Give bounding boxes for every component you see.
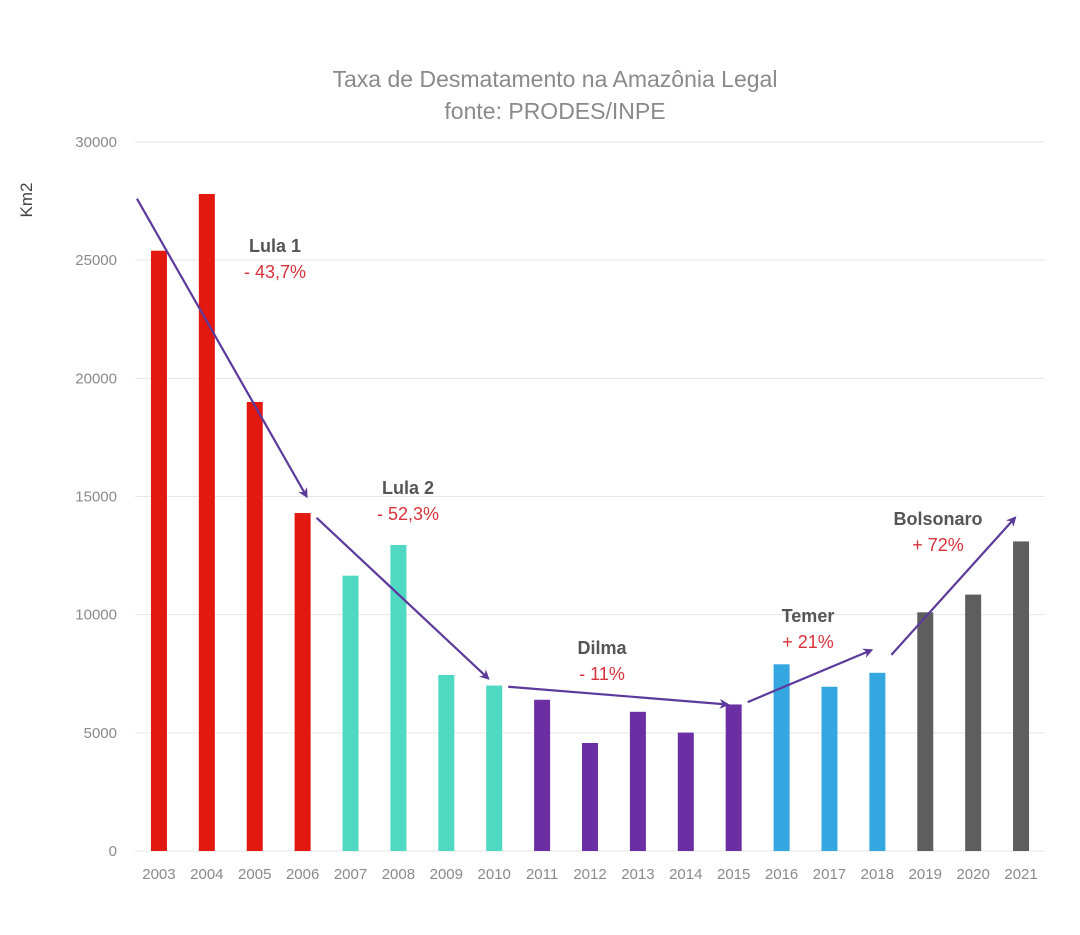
x-tick-label: 2021 [1004,866,1037,883]
bar-2003 [150,250,167,852]
annotation-change: - 43,7% [244,262,306,282]
y-tick-label: 30000 [75,134,117,151]
bar-2020 [965,594,982,851]
trend-arrow [890,516,1017,656]
bar-2008 [390,544,407,851]
y-tick-label: 0 [109,843,117,860]
trend-arrow [135,198,308,499]
x-tick-label: 2007 [334,866,367,883]
x-tick-label: 2005 [238,866,271,883]
x-tick-label: 2011 [526,866,558,883]
chart-subtitle: fonte: PRODES/INPE [444,98,666,124]
annotation-change: + 72% [912,535,964,555]
bar-2018 [869,672,886,851]
annotation-label: Temer [782,606,835,626]
bar-2016 [773,664,790,851]
annotation-label: Bolsonaro [893,509,982,529]
bar-2014 [677,732,694,851]
annotation-label: Lula 2 [382,478,434,498]
x-tick-label: 2015 [717,866,750,883]
annotation-change: - 52,3% [377,504,439,524]
annotation-label: Dilma [577,638,627,658]
x-tick-label: 2014 [669,866,702,883]
x-tick-label: 2018 [861,866,894,883]
x-tick-label: 2019 [909,866,942,883]
x-tick-label: 2020 [956,866,989,883]
x-tick-label: 2003 [142,866,175,883]
x-tick-label: 2009 [430,866,463,883]
trend-arrow [508,685,730,709]
x-tick-label: 2016 [765,866,798,883]
x-tick-label: 2006 [286,866,319,883]
bar-2010 [486,685,503,851]
bar-2013 [629,711,646,851]
bar-2017 [821,686,838,851]
bar-2015 [725,704,742,851]
annotation-change: + 21% [782,632,834,652]
y-tick-label: 10000 [75,607,117,624]
annotation-change: - 11% [579,664,625,684]
x-tick-label: 2013 [621,866,654,883]
bar-2004 [198,193,215,851]
x-tick-label: 2012 [573,866,606,883]
y-tick-label: 5000 [84,725,117,742]
annotation-label: Lula 1 [249,236,301,256]
bar-2009 [438,674,455,851]
bar-2005 [246,401,263,851]
bar-2007 [342,575,359,851]
x-tick-label: 2017 [813,866,846,883]
x-tick-label: 2004 [190,866,223,883]
trend-arrow [747,648,874,704]
chart-title: Taxa de Desmatamento na Amazônia Legal [332,66,778,92]
y-tick-label: 15000 [75,489,117,506]
bar-2006 [294,513,311,851]
y-tick-label: 25000 [75,252,117,269]
bar-2019 [917,612,934,851]
trend-arrow [315,516,490,680]
bar-2011 [534,699,551,851]
y-axis-label: Km2 [17,183,36,218]
y-tick-label: 20000 [75,370,117,387]
x-tick-label: 2008 [382,866,415,883]
bar-2012 [582,742,598,851]
x-tick-label: 2010 [478,866,511,883]
bar-2021 [1013,541,1030,851]
